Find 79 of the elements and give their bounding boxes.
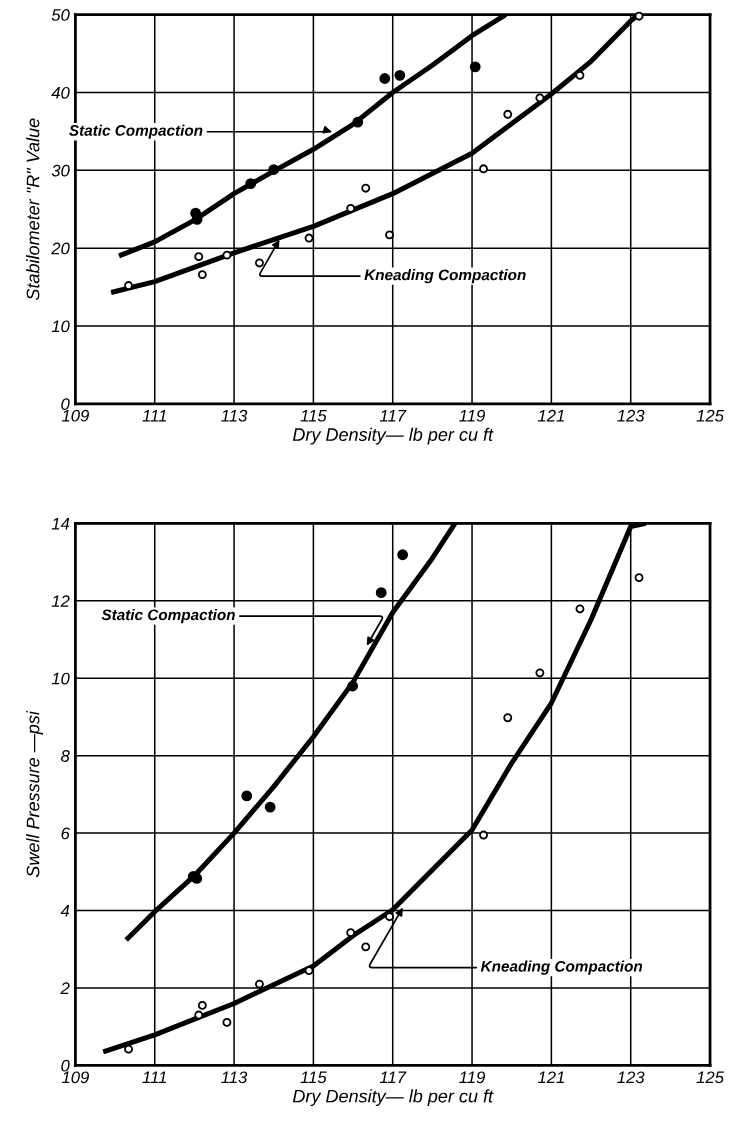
point bbox=[634, 11, 644, 21]
x-tick-label: 115 bbox=[300, 1071, 327, 1084]
y-axis-title: Stabilometer "R" Value bbox=[26, 118, 40, 301]
x-tick-label: 117 bbox=[379, 409, 407, 422]
point bbox=[535, 93, 545, 103]
point bbox=[222, 250, 232, 260]
point bbox=[346, 204, 356, 213]
point bbox=[394, 69, 406, 81]
point bbox=[479, 164, 488, 174]
x-axis-title: Dry Density— lb per cu ft bbox=[292, 427, 494, 445]
y-tick-label: 10 bbox=[51, 320, 70, 333]
point bbox=[124, 281, 133, 290]
point bbox=[245, 178, 257, 189]
point bbox=[575, 604, 585, 614]
x-tick-label: 123 bbox=[617, 1071, 645, 1084]
point bbox=[634, 573, 644, 583]
y-tick-label: 0 bbox=[61, 398, 70, 411]
y-tick-label: 40 bbox=[51, 86, 70, 99]
point bbox=[346, 928, 356, 938]
point bbox=[254, 979, 264, 989]
x-tick-label: 121 bbox=[537, 409, 564, 422]
point bbox=[194, 1010, 204, 1020]
x-tick-label: 121 bbox=[537, 1071, 564, 1084]
y-axis-title: Swell Pressure —psi bbox=[26, 710, 43, 878]
x-tick-label: 111 bbox=[142, 409, 166, 422]
x-tick-label: 109 bbox=[61, 1071, 89, 1084]
y-tick-label: 50 bbox=[51, 9, 70, 21]
point bbox=[264, 801, 276, 813]
x-tick-label: 113 bbox=[221, 409, 248, 422]
point bbox=[397, 549, 409, 561]
point bbox=[352, 116, 364, 128]
y-tick-label: 20 bbox=[51, 242, 70, 255]
x-tick-label: 111 bbox=[142, 1071, 166, 1084]
x-tick-label: 123 bbox=[617, 409, 645, 422]
point bbox=[379, 73, 391, 84]
point bbox=[575, 70, 585, 80]
point bbox=[361, 942, 371, 952]
point bbox=[503, 713, 513, 723]
annotation: Static Compaction bbox=[101, 608, 235, 624]
point bbox=[361, 183, 371, 193]
y-tick-label: 10 bbox=[51, 672, 70, 685]
y-tick-label: 0 bbox=[61, 1059, 70, 1072]
point bbox=[535, 668, 545, 678]
point bbox=[304, 233, 314, 243]
point bbox=[479, 830, 488, 840]
point bbox=[385, 912, 394, 922]
x-tick-label: 109 bbox=[61, 409, 89, 422]
point bbox=[197, 270, 207, 280]
annotation: Kneading Compaction bbox=[480, 960, 643, 975]
annotation: Kneading Compaction bbox=[364, 269, 526, 284]
y-tick-label: 12 bbox=[51, 595, 70, 607]
annotation: Static Compaction bbox=[69, 124, 203, 139]
x-tick-label: 125 bbox=[696, 409, 724, 422]
point bbox=[375, 587, 387, 599]
point bbox=[241, 790, 253, 802]
point bbox=[197, 1000, 207, 1010]
x-tick-label: 119 bbox=[459, 409, 485, 422]
point bbox=[124, 1044, 133, 1054]
point bbox=[304, 966, 314, 975]
y-tick-label: 6 bbox=[61, 827, 70, 840]
x-tick-label: 119 bbox=[459, 1071, 485, 1084]
x-tick-label: 115 bbox=[300, 409, 327, 422]
y-tick-label: 30 bbox=[51, 164, 70, 177]
point bbox=[503, 109, 513, 119]
point bbox=[385, 230, 394, 240]
y-tick-label: 2 bbox=[60, 982, 70, 995]
y-tick-label: 4 bbox=[60, 905, 70, 917]
point bbox=[194, 252, 204, 262]
point bbox=[469, 61, 481, 73]
point bbox=[268, 164, 280, 175]
x-tick-label: 117 bbox=[379, 1071, 407, 1084]
y-tick-label: 8 bbox=[61, 750, 70, 762]
y-tick-label: 14 bbox=[51, 517, 70, 530]
x-tick-label: 113 bbox=[221, 1071, 248, 1084]
point bbox=[347, 680, 359, 692]
x-axis-title: Dry Density— lb per cu ft bbox=[292, 1089, 494, 1107]
point bbox=[254, 258, 264, 268]
point bbox=[222, 1017, 232, 1027]
x-tick-label: 125 bbox=[696, 1071, 724, 1084]
